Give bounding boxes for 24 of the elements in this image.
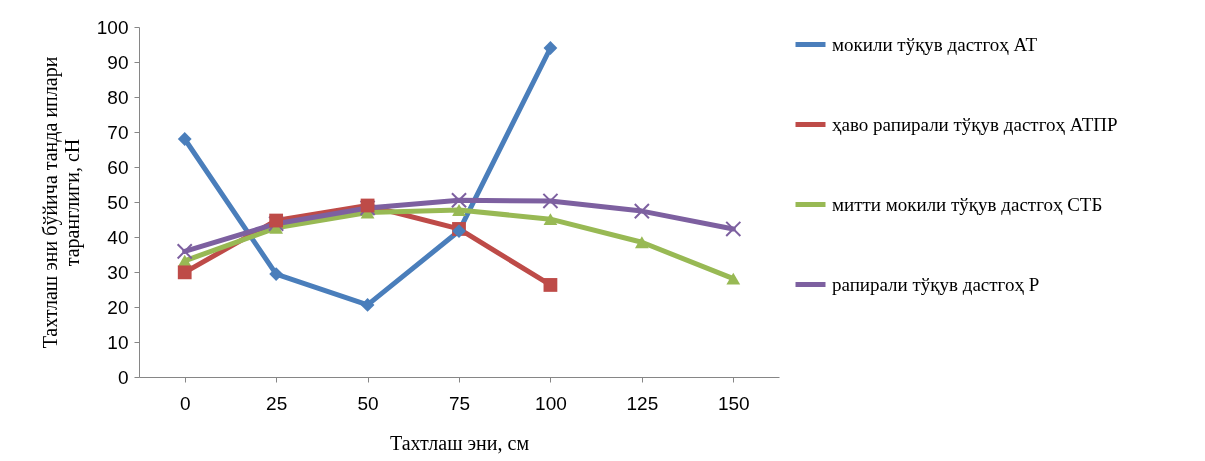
x-tick-label: 150 (717, 392, 750, 414)
x-tick-label: 0 (179, 392, 191, 414)
x-tick-label: 75 (448, 392, 471, 414)
y-axis-title: Тахтлаш эни бўйича танда иплари таранглиги, сН (38, 56, 84, 349)
legend-label: ҳаво рапирали тўқув дастгоҳ АТПР (832, 113, 1118, 135)
x-tick-label: 100 (535, 392, 567, 414)
y-tick-label: 70 (107, 121, 129, 143)
y-tick-label: 80 (107, 86, 129, 108)
legend-label: мокили тўқув дастгоҳ АТ (832, 33, 1038, 55)
y-tick-label: 20 (107, 296, 129, 318)
y-tick-label: 60 (107, 156, 129, 178)
legend-label: митти мокили тўқув дастгоҳ СТБ (832, 193, 1103, 215)
y-tick-label: 50 (107, 191, 129, 213)
y-tick-label: 30 (107, 261, 129, 283)
y-tick-label: 10 (107, 331, 129, 353)
legend-label: рапирали тўқув дастгоҳ Р (832, 273, 1040, 295)
y-tick-label: 0 (117, 366, 129, 388)
x-tick-label: 125 (626, 392, 659, 414)
y-tick-label: 90 (107, 51, 129, 73)
y-tick-label: 40 (107, 226, 129, 248)
y-tick-label: 100 (96, 16, 129, 38)
x-axis-title: Тахтлаш эни, см (389, 431, 530, 454)
x-tick-label: 25 (266, 392, 288, 414)
x-tick-label: 50 (357, 392, 379, 414)
